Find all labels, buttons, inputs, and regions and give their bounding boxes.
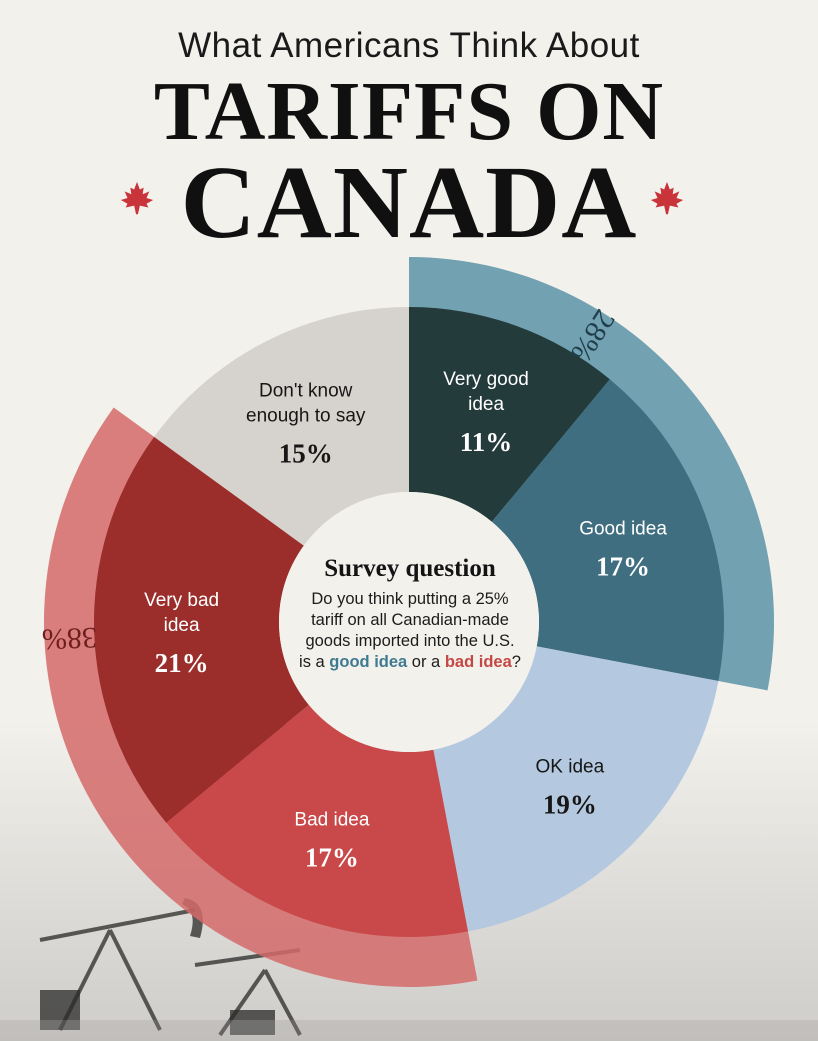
survey-text: is a bbox=[299, 653, 330, 671]
slice-value-label: 19% bbox=[543, 789, 597, 819]
slice-label: enough to say bbox=[246, 405, 366, 426]
slice-bad-idea bbox=[166, 704, 469, 937]
slice-value-label: 17% bbox=[305, 843, 359, 873]
survey-line: tariff on all Canadian-made bbox=[311, 611, 509, 629]
survey-question-block: Survey question Do you think putting a 2… bbox=[280, 555, 540, 673]
survey-text: ? bbox=[511, 653, 521, 671]
slice-good-idea bbox=[491, 379, 724, 682]
slice-value-label: 17% bbox=[596, 551, 650, 581]
slice-label: idea bbox=[468, 394, 504, 415]
survey-line-final: is a good idea or a bad idea? bbox=[280, 652, 540, 673]
survey-text: or a bbox=[407, 653, 445, 671]
title-line-2: TARIFFS ON bbox=[153, 65, 665, 158]
maple-leaf-icon bbox=[120, 181, 154, 215]
slice-label: Very good bbox=[443, 369, 529, 390]
slice-label: Bad idea bbox=[294, 810, 369, 831]
slice-value-label: 21% bbox=[155, 648, 209, 678]
slice-label: idea bbox=[164, 615, 200, 636]
slice-label: Good idea bbox=[579, 518, 667, 539]
slice-very-bad-idea bbox=[94, 436, 309, 823]
group-value-label: 38% bbox=[41, 621, 97, 656]
survey-line: Do you think putting a 25% bbox=[311, 590, 509, 608]
slice-ok-idea bbox=[433, 646, 719, 932]
slice-value-label: 11% bbox=[460, 427, 513, 457]
maple-leaf-icon bbox=[650, 181, 684, 215]
slice-very-good-idea bbox=[409, 307, 610, 522]
survey-question-text: Do you think putting a 25% tariff on all… bbox=[280, 589, 540, 673]
survey-heading: Survey question bbox=[324, 555, 496, 582]
oil-pumpjack-silhouette-icon bbox=[0, 898, 818, 1041]
slice-label: Very bad bbox=[144, 590, 219, 611]
slice-value-label: 15% bbox=[279, 438, 333, 468]
slice-don-t-know-enough-to-say bbox=[154, 307, 409, 546]
good-idea-highlight: good idea bbox=[329, 653, 408, 671]
slice-label: OK idea bbox=[536, 756, 605, 777]
bad-idea-highlight: bad idea bbox=[444, 653, 512, 671]
title-line-3: CANADA bbox=[180, 145, 638, 260]
title-line-1: What Americans Think About bbox=[178, 26, 640, 65]
slice-label: Don't know bbox=[259, 380, 353, 401]
survey-line: goods imported into the U.S. bbox=[305, 632, 515, 650]
donut-center bbox=[279, 492, 539, 752]
